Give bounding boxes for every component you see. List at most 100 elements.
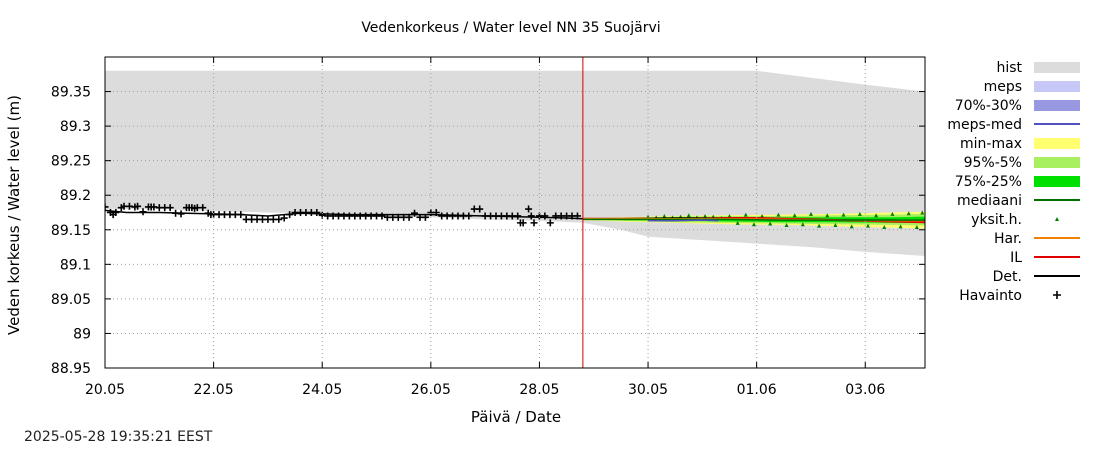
legend-label: meps-med — [947, 117, 1022, 133]
legend-swatch — [1034, 138, 1080, 149]
single-member-marker — [849, 224, 854, 229]
observation-marker — [139, 208, 147, 216]
single-member-marker — [792, 213, 797, 218]
observation-marker — [280, 214, 288, 222]
legend-item-min-max: min-max — [960, 136, 1080, 152]
legend-item-95-5-: 95%-5% — [964, 155, 1080, 171]
observation-marker — [421, 213, 429, 221]
single-member-marker — [735, 220, 740, 225]
legend-label: Det. — [993, 269, 1022, 285]
single-member-marker — [825, 213, 830, 218]
single-member-marker — [857, 211, 862, 216]
single-member-marker — [768, 221, 773, 226]
y-tick-label: 89.25 — [51, 154, 91, 170]
single-member-marker — [800, 222, 805, 227]
legend-item-havainto: Havainto — [959, 288, 1061, 304]
observation-marker — [286, 211, 294, 219]
observation-marker — [546, 219, 554, 227]
y-tick-label: 89.1 — [60, 257, 91, 273]
legend-item-hist: hist — [996, 60, 1080, 76]
x-tick-label: 24.05 — [302, 382, 342, 398]
observation-marker — [432, 209, 440, 216]
legend-label: yksit.h. — [971, 212, 1022, 228]
single-member-marker — [906, 211, 911, 216]
x-tick-label: 26.05 — [411, 382, 451, 398]
observation-marker — [530, 219, 538, 227]
legend-swatch — [1034, 81, 1080, 92]
series-line-mediaani — [582, 218, 925, 221]
single-member-marker — [686, 213, 691, 218]
y-tick-label: 89.35 — [51, 85, 91, 101]
observation-marker — [313, 209, 321, 216]
legend-swatch — [1034, 176, 1080, 187]
observation-marker — [527, 212, 535, 220]
single-member-marker — [874, 213, 879, 218]
legend-label: mediaani — [957, 193, 1022, 209]
single-member-marker — [841, 212, 846, 217]
observation-marker — [519, 219, 527, 227]
x-tick-label: 22.05 — [194, 382, 234, 398]
observation-marker — [405, 213, 413, 221]
legend-swatch — [1055, 217, 1059, 221]
plot-series-group — [105, 70, 925, 256]
legend-item-meps-med: meps-med — [947, 117, 1080, 133]
x-axis-label: Päivä / Date — [471, 408, 561, 426]
single-member-marker — [784, 222, 789, 227]
observation-marker — [275, 215, 283, 223]
legend-label: Havainto — [959, 288, 1022, 304]
legend-item-det-: Det. — [993, 269, 1080, 285]
legend-item-mediaani: mediaani — [957, 193, 1080, 209]
legend-swatch — [1034, 62, 1080, 73]
single-member-marker — [865, 223, 870, 228]
legend-label: Har. — [994, 231, 1022, 247]
single-member-marker — [760, 213, 765, 218]
observation-marker — [514, 212, 522, 220]
x-tick-label: 20.05 — [85, 382, 125, 398]
legend-item-il: IL — [1010, 250, 1080, 266]
y-tick-label: 89 — [73, 326, 91, 342]
legend-label: 95%-5% — [964, 155, 1022, 171]
hist-band — [105, 70, 925, 256]
observation-marker — [199, 204, 207, 212]
observation-marker — [465, 212, 473, 220]
single-member-marker — [920, 210, 925, 215]
y-tick-label: 89.15 — [51, 223, 91, 239]
y-tick-label: 89.3 — [60, 119, 91, 135]
single-member-marker — [882, 225, 887, 230]
single-member-marker — [898, 224, 903, 229]
observation-marker — [378, 212, 386, 220]
observation-marker — [166, 204, 174, 212]
observation-marker — [573, 212, 581, 220]
legend-item-har-: Har. — [994, 231, 1080, 247]
legend-swatch — [1034, 157, 1080, 168]
single-member-marker — [890, 211, 895, 216]
legend-swatch — [1034, 100, 1080, 111]
x-tick-label: 28.05 — [519, 382, 559, 398]
legend-label: IL — [1010, 250, 1022, 266]
legend-swatch — [1053, 291, 1061, 299]
legend-item-70-30-: 70%-30% — [955, 98, 1080, 114]
y-tick-label: 89.05 — [51, 292, 91, 308]
single-member-marker — [808, 211, 813, 216]
x-tick-label: 30.05 — [628, 382, 668, 398]
series-line-meps-med — [648, 219, 719, 222]
legend-label: 70%-30% — [955, 98, 1022, 114]
observation-marker — [525, 205, 533, 213]
x-tick-label: 03.06 — [845, 382, 885, 398]
legend: hist meps 70%-30% meps-med min-max 95%-5% 75%-… — [947, 60, 1080, 304]
plot-area: 88.95 89 89.05 89.1 89.15 89.2 89.25 89.3 89.35 2… — [51, 56, 926, 398]
single-member-marker — [776, 212, 781, 217]
single-member-marker — [662, 213, 667, 218]
chart-title: Vedenkorkeus / Water level NN 35 Suojärv… — [361, 20, 660, 36]
observation-marker — [177, 210, 185, 218]
plot-frame — [104, 56, 926, 369]
y-axis-label: Veden korkeus / Water level (m) — [5, 95, 23, 335]
x-tick-label: 01.06 — [737, 382, 777, 398]
legend-label: 75%-25% — [955, 174, 1022, 190]
single-member-marker — [833, 222, 838, 227]
observation-marker — [411, 209, 419, 217]
observation-marker — [476, 205, 484, 213]
y-tick-label: 89.2 — [60, 188, 91, 204]
legend-label: hist — [996, 60, 1022, 76]
